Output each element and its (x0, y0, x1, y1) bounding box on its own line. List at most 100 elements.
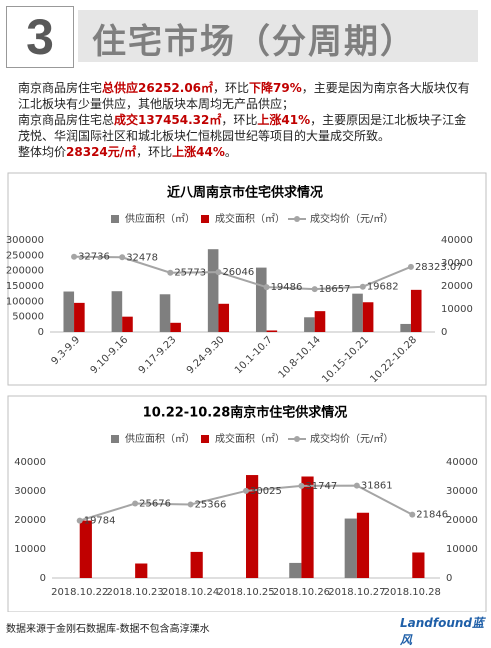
y2-tick-label: 0 (441, 327, 447, 338)
legend-swatch (111, 435, 119, 443)
legend-label: 成交面积（㎡） (215, 212, 285, 225)
y2-tick-label: 10000 (446, 544, 478, 555)
x-tick-label: 2018.10.26 (273, 587, 330, 598)
line-marker (311, 286, 318, 293)
y-tick-label: 20000 (14, 515, 46, 526)
data-label: 18657 (319, 284, 351, 295)
line-marker (215, 269, 222, 276)
text-run: ，环比 (213, 81, 250, 95)
chart-panel (7, 172, 487, 386)
y-tick-label: 40000 (14, 457, 46, 468)
line-marker (76, 517, 83, 524)
legend-label: 成交均价（元/㎡） (310, 212, 393, 225)
x-tick-label: 2018.10.24 (162, 587, 219, 598)
data-label: 28323.07 (415, 262, 463, 273)
legend-label: 成交均价（元/㎡） (310, 432, 393, 445)
chart-title: 10.22-10.28南京市住宅供求情况 (143, 405, 348, 421)
y-tick-label: 0 (38, 327, 44, 338)
legend-label: 成交面积（㎡） (215, 432, 285, 445)
line-marker (353, 482, 360, 489)
section-title: 住宅市场（分周期） (92, 22, 416, 62)
data-label: 25676 (139, 499, 171, 510)
bar (218, 303, 230, 332)
line-marker (359, 283, 366, 290)
chart-title: 近八周南京市住宅供求情况 (167, 185, 323, 201)
legend-label: 供应面积（㎡） (125, 432, 195, 445)
y-tick-label: 100000 (6, 296, 44, 307)
bar (304, 317, 315, 332)
text-run: ，环比 (221, 113, 258, 127)
highlight: 成交137454.32㎡ (114, 113, 222, 127)
bar (159, 294, 171, 332)
charts: 近八周南京市住宅供求情况0500001000001500002000002500… (6, 172, 487, 612)
data-label: 31861 (361, 481, 393, 492)
y2-tick-label: 20000 (446, 515, 478, 526)
bar (111, 291, 123, 332)
highlight: 总供应26252.06㎡ (102, 81, 214, 95)
text-run: ，环比 (136, 145, 173, 159)
bar (255, 267, 267, 332)
highlight: 上涨41% (257, 113, 311, 127)
line-marker (243, 487, 249, 494)
text-run: 南京商品房住宅总 (18, 113, 115, 127)
bar (190, 551, 203, 578)
bar (410, 289, 422, 332)
y2-tick-label: 40000 (441, 235, 473, 246)
y-tick-label: 300000 (6, 235, 44, 246)
bar (289, 562, 302, 578)
line-marker (407, 263, 414, 270)
paragraph: 南京商品房住宅总成交137454.32㎡，环比上涨41%，主要原因是江北板块子江… (18, 112, 478, 144)
data-label: 26046 (222, 267, 254, 278)
x-tick-label: 2018.10.23 (107, 587, 164, 598)
y2-tick-label: 40000 (446, 457, 478, 468)
bar (266, 330, 278, 332)
bar (79, 520, 92, 578)
text-run: ，主要是因为南京各大版块仅有江北板块有少量供应，其他版块本周均无产品供应； (18, 81, 470, 111)
bar (122, 316, 133, 332)
legend-marker (294, 436, 300, 442)
data-label: 25366 (195, 499, 227, 510)
y-tick-label: 250000 (6, 250, 44, 261)
line-marker (187, 501, 194, 508)
data-label: 32478 (126, 252, 158, 263)
data-label: 30025 (250, 486, 282, 497)
y2-tick-label: 10000 (441, 304, 473, 315)
line (74, 255, 412, 291)
highlight: 上涨44% (172, 145, 225, 159)
y-tick-label: 50000 (12, 312, 44, 323)
text-run: 南京商品房住宅 (18, 81, 103, 95)
bar (412, 552, 425, 578)
bar (344, 518, 357, 578)
legend-swatch (201, 215, 209, 223)
bar (246, 475, 259, 578)
line-marker (167, 269, 174, 276)
y-tick-label: 0 (40, 573, 46, 584)
line-marker (409, 511, 416, 518)
bar (314, 311, 326, 332)
text-run: 。 (224, 145, 237, 159)
highlight: 28324元/㎡ (66, 145, 137, 159)
data-label: 19486 (271, 282, 303, 293)
bar (400, 323, 411, 332)
y2-tick-label: 30000 (441, 258, 473, 269)
text-run: ，主要原因是江北板块子江金茂悦、华润国际社区和城北板块仁恒桃园世纪等项目的大量成… (18, 113, 467, 143)
bar (135, 563, 148, 578)
y-tick-label: 10000 (14, 544, 46, 555)
data-label: 19784 (84, 516, 116, 527)
data-label: 31747 (305, 481, 337, 492)
bar (362, 302, 374, 332)
bar (207, 249, 219, 332)
y-tick-label: 30000 (14, 486, 46, 497)
legend-swatch (201, 435, 209, 443)
paragraph: 南京商品房住宅总供应26252.06㎡，环比下降79%，主要是因为南京各大版块仅… (18, 80, 478, 112)
summary-text: 南京商品房住宅总供应26252.06㎡，环比下降79%，主要是因为南京各大版块仅… (18, 80, 478, 160)
line-marker (298, 482, 305, 489)
y-tick-label: 150000 (6, 281, 44, 292)
bar (170, 322, 181, 332)
header-band (78, 10, 478, 62)
line-marker (263, 284, 270, 291)
y2-tick-label: 0 (446, 573, 452, 584)
bar (356, 512, 370, 578)
header: 3 住宅市场（分周期） (0, 0, 491, 72)
legend-swatch (111, 215, 119, 223)
